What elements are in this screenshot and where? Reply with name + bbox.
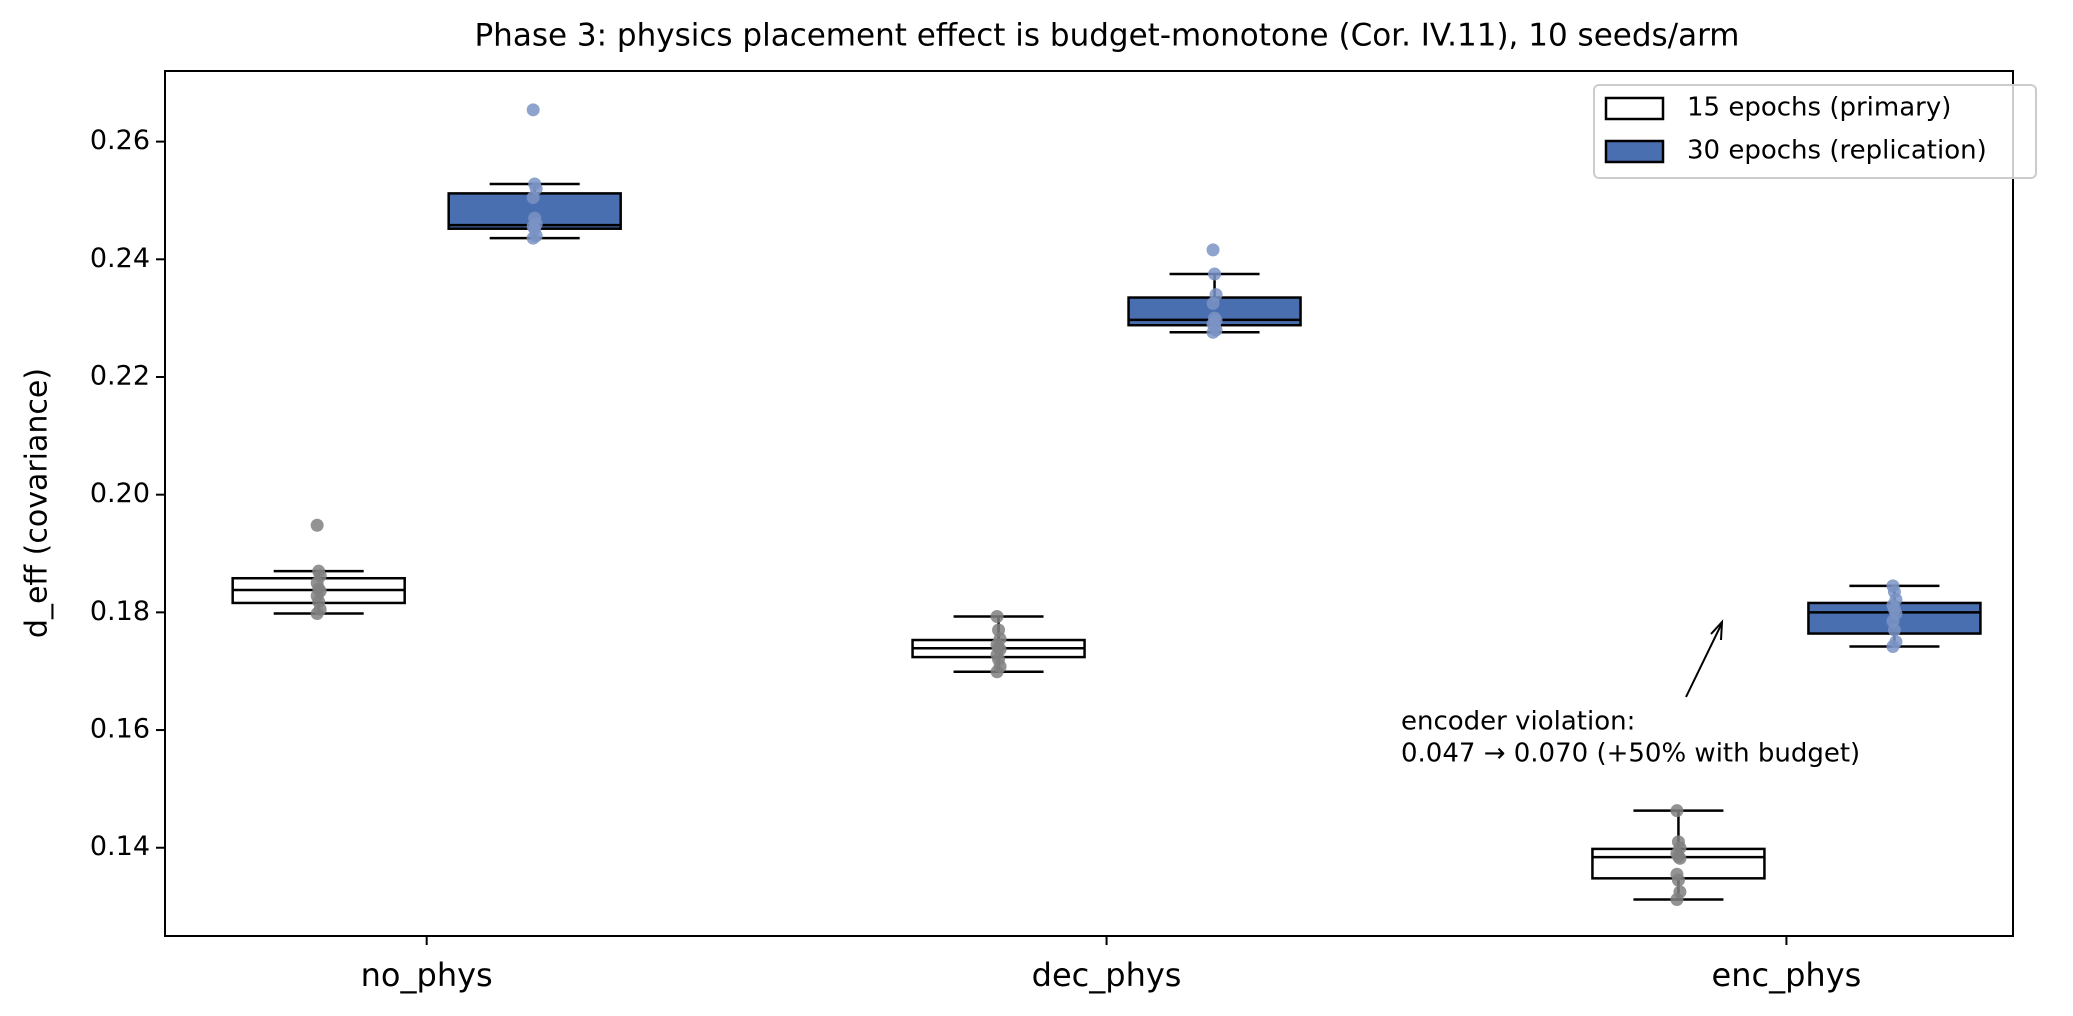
seed-point [990,609,1004,623]
y-tick-label: 0.22 [90,360,150,391]
legend-label: 15 epochs (primary) [1687,93,1951,123]
x-tick-label: dec_phys [1032,956,1182,994]
x-tick-label: enc_phys [1712,956,1862,994]
seed-point [526,191,540,205]
legend-swatch [1604,139,1665,164]
annotation-line: 0.047 → 0.070 (+50% with budget) [1401,739,1860,769]
seed-point [1670,804,1684,818]
legend: 15 epochs (primary) 30 epochs (replicatio… [1593,84,2037,179]
seed-point [1671,873,1685,887]
y-tick-label: 0.20 [90,478,150,509]
annotation-line: encoder violation: [1401,707,1635,737]
seed-point [1886,639,1900,653]
seed-point [1670,893,1684,907]
legend-swatch [1604,96,1665,121]
legend-frame [1593,84,2037,179]
annotation-arrow [1685,624,1722,698]
seed-point [1206,325,1220,339]
y-tick-label: 0.14 [90,831,150,862]
y-tick-label: 0.26 [90,125,150,156]
x-tick-label: no_phys [361,956,493,994]
seed-point [526,103,540,117]
plot-frame [164,70,2014,937]
seed-point [526,231,540,245]
chart-title: Phase 3: physics placement effect is bud… [474,18,1739,54]
seed-point [310,607,324,621]
seed-point [990,665,1004,679]
seed-point [1673,851,1687,865]
annotation-arrowhead [1710,619,1724,641]
plot-area: 0.14 0.16 0.18 0.20 0.22 0.24 0.26 no_phys dec_p… [90,103,1982,994]
seed-point [1208,267,1222,281]
seed-point [1887,623,1901,637]
y-axis-label: d_eff (covariance) [20,368,55,638]
y-tick-label: 0.24 [90,243,150,274]
seed-point [1206,243,1220,257]
seed-point [310,518,324,532]
y-tick-label: 0.16 [90,714,150,745]
seed-point [1206,296,1220,310]
y-tick-label: 0.18 [90,596,150,627]
annotation: encoder violation: 0.047 → 0.070 (+50% w… [1401,619,1860,769]
legend-label: 30 epochs (replication) [1687,136,1987,166]
